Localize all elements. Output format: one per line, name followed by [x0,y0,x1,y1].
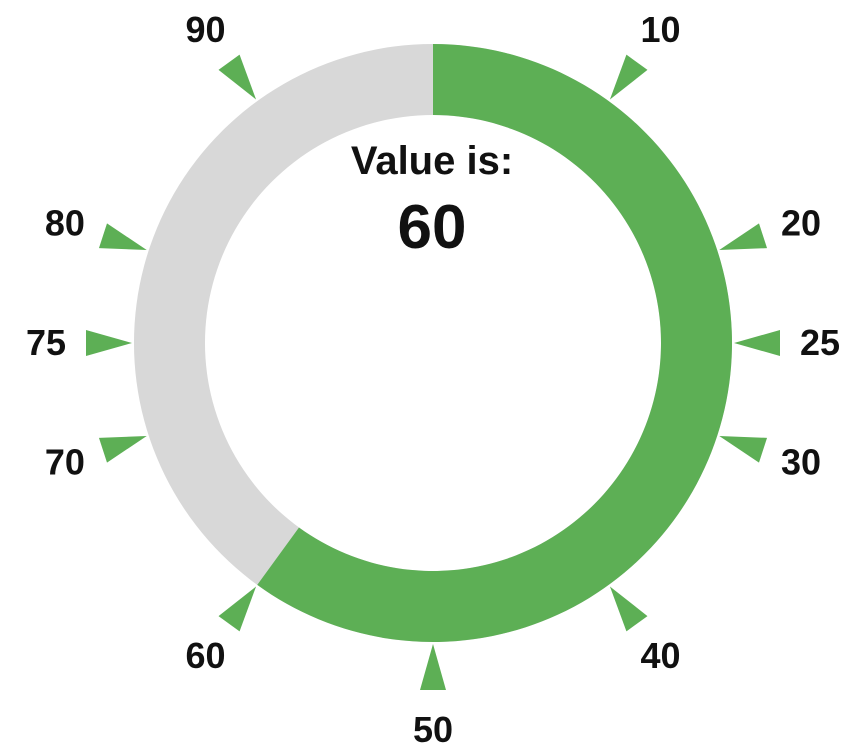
tick-label-75: 75 [26,322,66,363]
tick-marker-25 [734,330,780,356]
gauge-value-arc [257,44,732,642]
tick-label-90: 90 [186,9,226,50]
tick-marker-20 [719,223,768,250]
tick-label-30: 30 [781,442,821,483]
tick-marker-30 [719,436,768,463]
tick-marker-80 [98,223,147,250]
tick-label-60: 60 [186,635,226,676]
tick-marker-50 [420,644,446,690]
tick-marker-40 [609,586,648,632]
tick-label-80: 80 [45,202,85,243]
value-number: 60 [398,193,467,262]
tick-label-40: 40 [640,635,680,676]
tick-label-25: 25 [800,322,840,363]
tick-marker-90 [218,54,257,100]
tick-label-70: 70 [45,442,85,483]
tick-marker-10 [609,54,648,100]
tick-label-20: 20 [781,202,821,243]
tick-label-50: 50 [413,709,453,750]
tick-label-layer: 10 20 25 30 40 50 60 70 75 80 90 [26,9,840,750]
tick-label-10: 10 [640,9,680,50]
tick-marker-layer [86,54,780,690]
gauge-fill-layer [257,44,732,642]
value-caption: Value is: [351,139,513,183]
tick-marker-75 [86,330,132,356]
tick-marker-60 [218,586,257,632]
tick-marker-70 [98,436,147,463]
